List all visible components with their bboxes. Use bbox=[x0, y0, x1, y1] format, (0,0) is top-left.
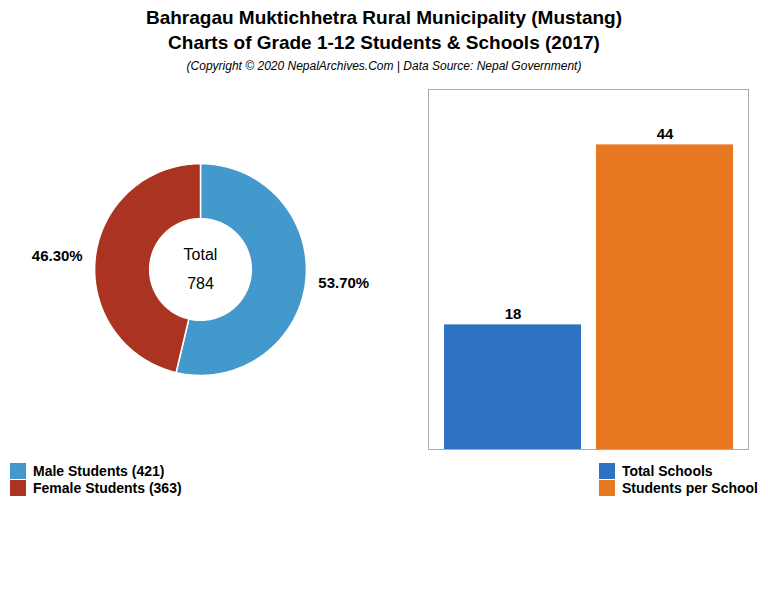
html-text:Total Schools: Total Schools bbox=[621, 463, 713, 480]
html-text:Students per School: Students per School bbox=[621, 480, 758, 497]
html-text:Female Students (363): Female Students (363) bbox=[33, 480, 182, 497]
html-text:Male Students (421): Male Students (421) bbox=[33, 463, 165, 480]
svg-text:44: 44 bbox=[657, 125, 674, 142]
svg-text:784: 784 bbox=[187, 276, 214, 293]
html-text:(Copyright © 2020 NepalArchive: (Copyright © 2020 NepalArchives.Com | Da… bbox=[186, 59, 582, 74]
html-text:Bahragau Muktichhetra Rural Mu: Bahragau Muktichhetra Rural Municipality… bbox=[145, 7, 622, 28]
html-text:Charts of Grade 1-12 Students: Charts of Grade 1-12 Students & Schools … bbox=[168, 31, 600, 53]
svg-text:18: 18 bbox=[505, 305, 522, 322]
svg-text:46.30%: 46.30% bbox=[32, 247, 83, 264]
svg-text:Total: Total bbox=[184, 246, 218, 263]
svg-text:53.70%: 53.70% bbox=[318, 274, 369, 291]
